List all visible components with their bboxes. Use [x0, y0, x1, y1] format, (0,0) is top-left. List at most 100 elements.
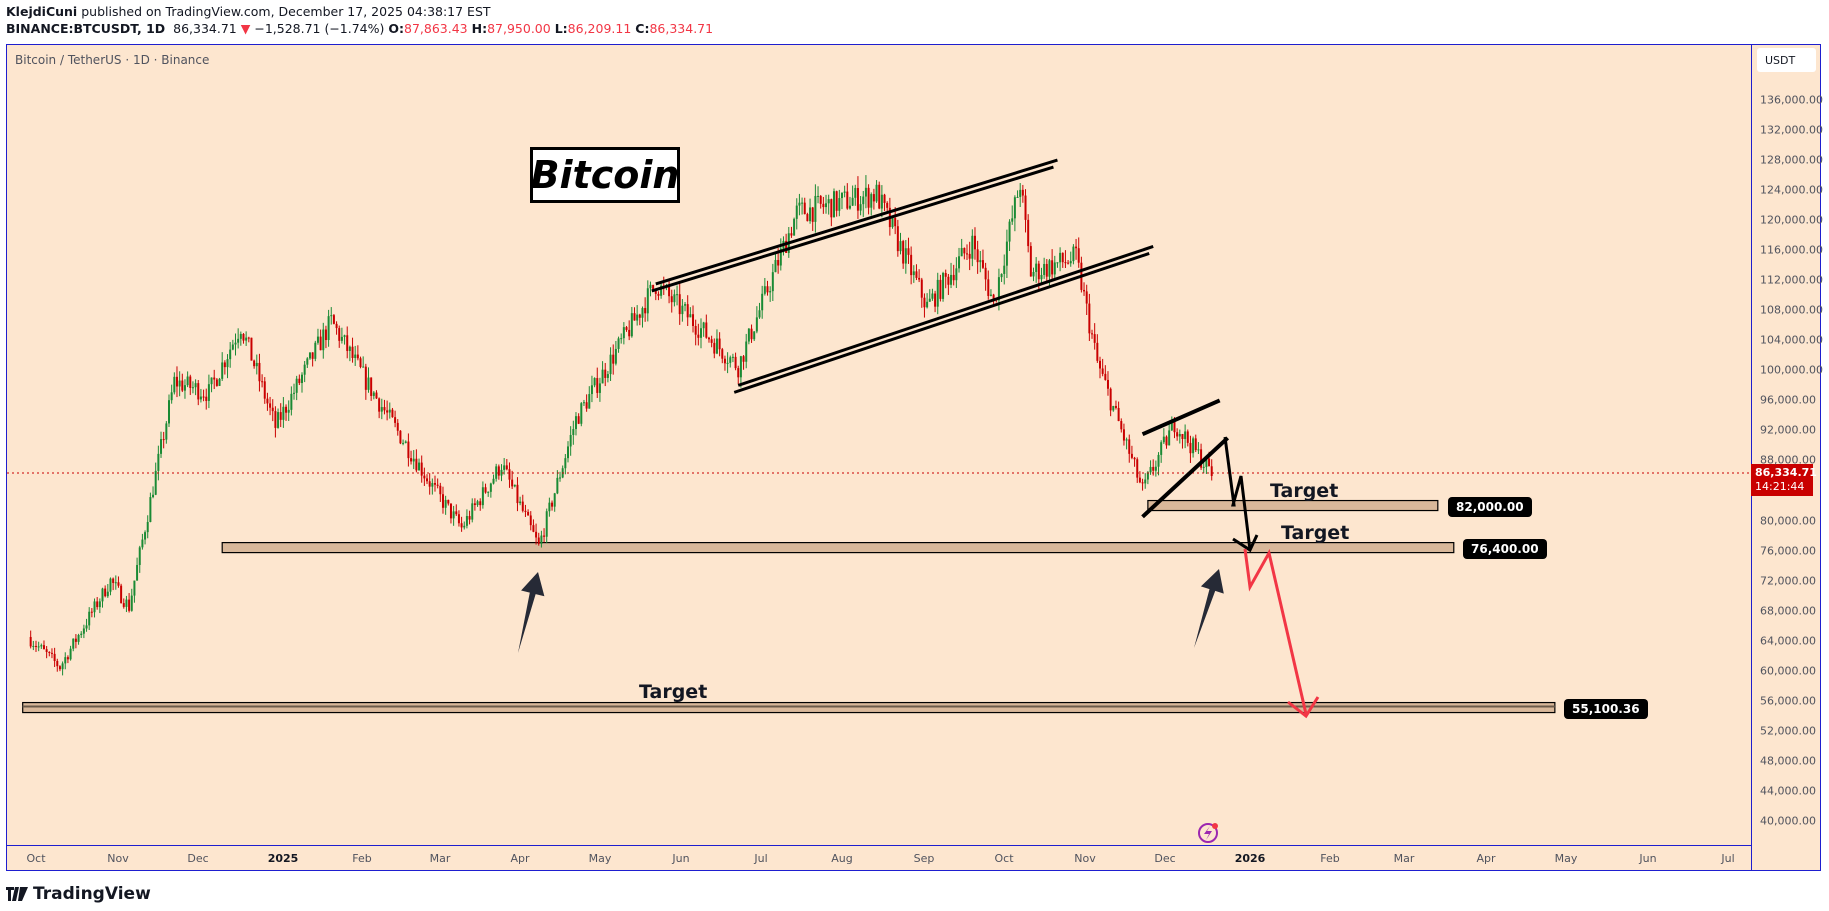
projection-arrowhead-red — [1287, 696, 1320, 719]
candle-body — [1029, 246, 1032, 277]
candle-body — [580, 403, 583, 424]
candle-body — [495, 466, 498, 479]
candle-body — [1043, 263, 1046, 275]
candle-body — [428, 481, 431, 487]
candle-body — [53, 653, 56, 661]
price-tick: 68,000.00 — [1760, 604, 1816, 618]
candle-body — [48, 652, 51, 654]
price-tick: 60,000.00 — [1760, 664, 1816, 678]
candle-body — [755, 317, 758, 332]
candle-body — [80, 633, 83, 635]
candle-body — [175, 376, 178, 387]
candle-body — [441, 494, 444, 508]
candle-body — [1208, 458, 1211, 467]
candle-body — [511, 479, 514, 487]
candle-body — [540, 535, 543, 544]
candle-body — [1032, 271, 1035, 277]
price-tick: 92,000.00 — [1760, 423, 1816, 437]
candle-body — [1003, 265, 1006, 274]
candle-body — [848, 205, 851, 209]
candle-body — [904, 248, 907, 264]
symbol: BINANCE:BTCUSDT, 1D — [6, 21, 166, 36]
candle-body — [910, 254, 913, 276]
candle-body — [1093, 334, 1096, 343]
price-axis[interactable] — [1751, 44, 1822, 871]
candle-body — [394, 417, 397, 423]
time-tick: Jul — [754, 852, 768, 865]
candle-body — [1104, 373, 1107, 380]
candle-body — [524, 510, 527, 512]
candle-body — [154, 470, 157, 495]
candle-body — [367, 377, 370, 390]
candle-body — [883, 194, 886, 203]
candle-body — [1130, 453, 1133, 458]
candle-body — [739, 356, 742, 378]
candle-body — [1120, 421, 1123, 430]
candle-body — [753, 331, 756, 340]
candle-body — [266, 398, 269, 404]
candle-body — [955, 268, 958, 281]
candle-body — [912, 271, 915, 276]
candle-body — [146, 521, 149, 533]
candle-body — [747, 328, 750, 342]
candle-body — [29, 636, 32, 647]
candle-body — [984, 267, 987, 280]
candle-body — [436, 484, 439, 486]
candle-body — [551, 502, 554, 507]
candle-body — [761, 293, 764, 311]
time-tick: Feb — [1320, 852, 1340, 865]
candle-body — [636, 314, 639, 321]
candle-body — [354, 354, 357, 359]
candle-body — [793, 218, 796, 236]
price-tick: 128,000.00 — [1760, 153, 1823, 167]
candle-body — [1016, 196, 1019, 198]
candle-body — [489, 483, 492, 492]
author-name[interactable]: KlejdiCuni — [6, 4, 78, 19]
candle-body — [505, 465, 508, 470]
candle-body — [989, 294, 992, 296]
candle-body — [497, 466, 500, 476]
candle-body — [543, 535, 546, 537]
price-tick: 48,000.00 — [1760, 754, 1816, 768]
price-tick: 52,000.00 — [1760, 724, 1816, 738]
open-label: O: — [388, 21, 405, 36]
tradingview-logo[interactable]: TradingView — [6, 884, 151, 904]
candle-body — [247, 337, 250, 339]
candle-body — [359, 358, 362, 367]
candle-body — [1000, 273, 1003, 278]
candle-body — [173, 376, 176, 393]
candle-body — [620, 338, 623, 340]
candle-body — [817, 195, 820, 197]
candle-body — [729, 357, 732, 363]
candle-body — [1013, 197, 1016, 219]
candle-body — [64, 657, 67, 664]
candle-body — [508, 469, 511, 480]
candle-body — [1194, 438, 1197, 451]
published-text: published on TradingView.com, December 1… — [77, 4, 491, 19]
candle-body — [939, 279, 942, 299]
candle-body — [867, 187, 870, 208]
candle-body — [380, 407, 383, 412]
candle-body — [1197, 449, 1200, 451]
candle-body — [114, 582, 117, 584]
time-axis[interactable] — [6, 845, 1751, 872]
candle-body — [362, 366, 365, 368]
candle-body — [519, 501, 522, 504]
time-tick: 2025 — [267, 852, 299, 865]
candle-body — [779, 248, 782, 266]
candle-body — [827, 199, 830, 204]
time-tick: Jul — [1721, 852, 1735, 865]
candle-body — [886, 202, 889, 208]
candle-body — [707, 337, 710, 340]
candle-body — [851, 197, 854, 206]
candle-body — [199, 396, 202, 400]
channel-upper-line — [651, 165, 1054, 293]
candle-body — [503, 465, 506, 470]
currency-button[interactable]: USDT — [1757, 48, 1816, 72]
candle-body — [311, 352, 314, 359]
chart-pane[interactable] — [6, 44, 1821, 871]
candle-body — [274, 411, 277, 428]
candle-body — [718, 338, 721, 350]
candle-body — [521, 501, 524, 511]
